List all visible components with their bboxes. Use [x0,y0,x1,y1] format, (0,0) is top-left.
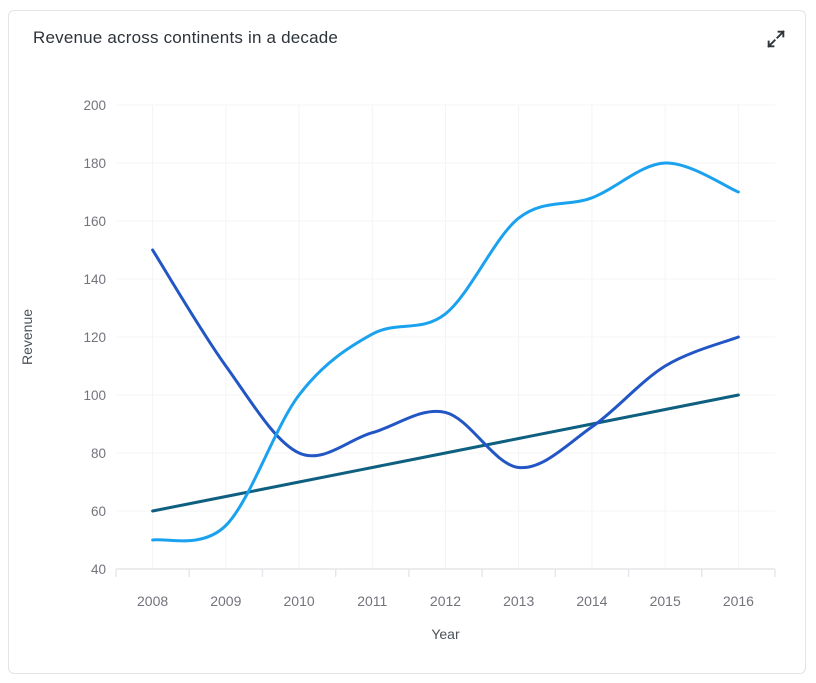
svg-text:2013: 2013 [503,593,534,609]
y-axis-title: Revenue [19,309,35,365]
svg-text:60: 60 [91,504,106,519]
expand-button[interactable] [761,24,791,54]
expand-icon [767,30,785,48]
x-axis-labels: 2008 2009 2010 2011 2012 2013 2014 2015 2016 [137,593,754,609]
svg-text:200: 200 [83,98,106,113]
svg-text:120: 120 [83,330,106,345]
svg-text:40: 40 [91,562,106,577]
svg-text:180: 180 [83,156,106,171]
svg-text:2014: 2014 [576,593,607,609]
svg-text:2008: 2008 [137,593,168,609]
x-axis-title: Year [431,626,460,642]
line-series-2 [151,161,740,543]
revenue-line-chart: 40 60 80 100 120 140 160 180 200 2008 2009 2010 2011… [19,98,776,642]
x-axis [115,568,776,577]
svg-text:160: 160 [83,214,106,229]
svg-text:2012: 2012 [430,593,461,609]
chart-area: 40 60 80 100 120 140 160 180 200 2008 2009 2010 2011… [9,11,807,675]
svg-text:140: 140 [83,272,106,287]
svg-text:2015: 2015 [650,593,681,609]
y-axis-labels: 40 60 80 100 120 140 160 180 200 [83,98,106,577]
chart-card: Revenue across continents in a decade 40… [8,10,806,674]
svg-text:100: 100 [83,388,106,403]
svg-text:80: 80 [91,446,106,461]
svg-text:2011: 2011 [357,593,387,609]
chart-title: Revenue across continents in a decade [33,28,339,47]
svg-text:2016: 2016 [723,593,754,609]
svg-text:2010: 2010 [284,593,315,609]
svg-text:2009: 2009 [210,593,241,609]
line-series-1 [151,248,740,470]
